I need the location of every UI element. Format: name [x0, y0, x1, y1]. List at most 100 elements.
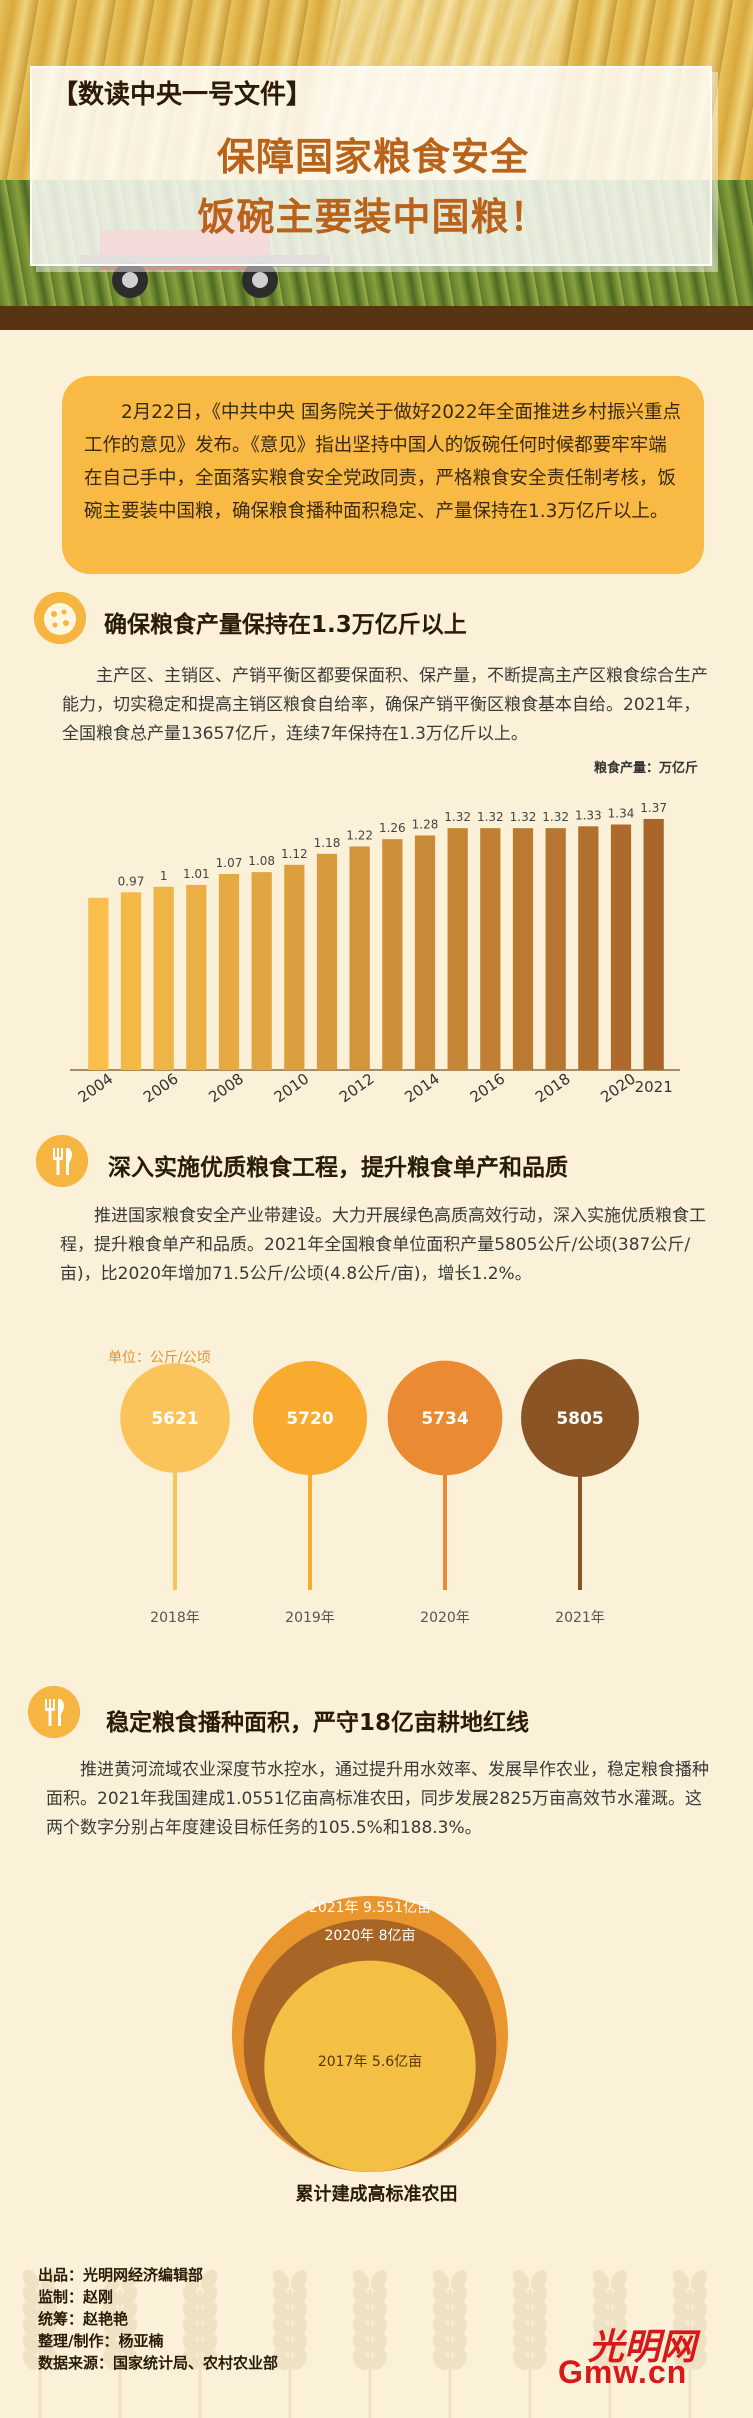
- x-tick-label: 2014: [401, 1070, 443, 1107]
- bar-value-label: 0.97: [118, 874, 145, 888]
- bar-value-label: 1.26: [379, 821, 406, 835]
- wheat-stalk: [448, 2290, 452, 2418]
- bar-value-label: 1.01: [183, 867, 210, 881]
- fork-knife-icon: [28, 1686, 80, 1738]
- fork-knife-icon: [36, 1135, 88, 1187]
- bar-2019: [578, 826, 599, 1070]
- wheat-grain: [450, 2333, 468, 2355]
- x-tick-label: 2008: [205, 1070, 247, 1107]
- wheat-grain: [182, 2317, 200, 2339]
- wheat-grain: [450, 2301, 468, 2323]
- category-label: 2020年: [420, 1610, 470, 1626]
- wheat-grain: [690, 2269, 708, 2291]
- wheat-grain: [592, 2317, 610, 2339]
- bar-2015: [447, 828, 468, 1070]
- wheat-grain: [182, 2285, 200, 2307]
- x-tick-label: 2004: [75, 1070, 117, 1107]
- credit-line: 数据来源：国家统计局、农村农业部: [38, 2354, 279, 2372]
- credit-line: 监制：赵刚: [38, 2288, 114, 2306]
- wheat-grain: [120, 2301, 138, 2323]
- dot-2021年: [521, 1359, 639, 1477]
- wheat-grain: [610, 2333, 628, 2355]
- wheat-grain: [690, 2317, 708, 2339]
- cookie-icon: [34, 592, 86, 644]
- wheat-grain: [352, 2301, 370, 2323]
- wheat-grain: [592, 2269, 610, 2291]
- x-tick-label: 2010: [271, 1070, 313, 1107]
- wheat-grain: [290, 2333, 308, 2355]
- wheat-grain: [290, 2301, 308, 2323]
- logo-text: Gmw.cn: [558, 2354, 688, 2390]
- wheat-grain: [450, 2349, 468, 2371]
- bar-2010: [284, 864, 305, 1070]
- wheat-grain: [672, 2301, 690, 2323]
- bar-2007: [186, 884, 207, 1070]
- gmw-logo[interactable]: 光明网 Gmw.cn: [518, 2318, 728, 2398]
- bar-value-label: 1.07: [216, 856, 243, 870]
- wheat-grain: [690, 2301, 708, 2323]
- wheat-grain: [592, 2349, 610, 2371]
- wheat-grain: [272, 2349, 290, 2371]
- hero-bottom-band: [0, 306, 753, 330]
- wheat-grain: [690, 2349, 708, 2371]
- wheat-stalk: [118, 2290, 122, 2418]
- wheat-grain: [290, 2269, 308, 2291]
- wheat-stalk: [288, 2290, 292, 2418]
- wheat-grain: [22, 2317, 40, 2339]
- bar-2005: [120, 892, 142, 1070]
- circle-label: 2021年 9.551亿亩: [309, 1899, 431, 1916]
- bar-value-label: 1.32: [542, 810, 569, 824]
- credit-line: 出品：光明网经济编辑部: [38, 2266, 204, 2284]
- bar-2013: [382, 839, 403, 1070]
- wheat-grain: [370, 2317, 388, 2339]
- section3-text: 推进黄河流域农业深度节水控水，通过提升用水效率、发展旱作农业，稳定粮食播种面积。…: [46, 1760, 709, 1838]
- x-tick-label: 2006: [140, 1070, 182, 1107]
- bar-2021: [643, 818, 664, 1070]
- dot-value-label: 5734: [421, 1409, 468, 1429]
- wheat-grain: [22, 2333, 40, 2355]
- bar-2012: [349, 846, 370, 1070]
- bar-2006: [153, 886, 174, 1070]
- wheat-grain: [450, 2317, 468, 2339]
- wheat-stalk: [38, 2290, 42, 2418]
- wheat-grain: [290, 2317, 308, 2339]
- title-box: 【数读中央一号文件】 保障国家粮食安全 饭碗主要装中国粮！: [30, 66, 712, 266]
- wheat-stalk: [198, 2290, 202, 2418]
- wheat-grain: [272, 2333, 290, 2355]
- section1-title: 确保粮食产量保持在1.3万亿斤以上: [104, 612, 467, 638]
- wheat-grain: [120, 2285, 138, 2307]
- bar-2004: [88, 897, 109, 1070]
- dot-value-label: 5805: [556, 1409, 603, 1429]
- bar-2008: [218, 873, 240, 1070]
- x-tick-label: 2020: [597, 1070, 639, 1107]
- bar-2009: [251, 872, 272, 1070]
- wheat-grain: [610, 2285, 628, 2307]
- wheat-grain: [672, 2269, 690, 2291]
- section2-text: 推进国家粮食安全产业带建设。大力开展绿色高质高效行动，深入实施优质粮食工程，提升…: [60, 1206, 706, 1284]
- category-label: 2018年: [150, 1610, 200, 1626]
- wheat-grain: [200, 2269, 218, 2291]
- credit-line: 统筹：赵艳艳: [38, 2310, 129, 2328]
- dot-value-label: 5720: [286, 1409, 333, 1429]
- wheat-grain: [432, 2269, 450, 2291]
- wheat-grain: [432, 2317, 450, 2339]
- wheat-grain: [182, 2269, 200, 2291]
- credit-line: 整理/制作：杨亚楠: [38, 2332, 164, 2350]
- bar-2018: [545, 828, 566, 1070]
- wheat-grain: [40, 2349, 58, 2371]
- x-tick-label: 2018: [532, 1070, 574, 1107]
- wheat-grain: [182, 2333, 200, 2355]
- wheat-grain: [120, 2269, 138, 2291]
- area-circle-2: [264, 1960, 476, 2172]
- y-axis-label: 粮食产量：万亿斤: [594, 760, 698, 776]
- bar-2020: [610, 824, 632, 1070]
- bar-value-label: 1: [160, 869, 168, 883]
- bar-value-label: 1.33: [575, 808, 602, 822]
- dot-2020年: [387, 1360, 503, 1476]
- wheat-grain: [200, 2317, 218, 2339]
- wheat-grain: [40, 2301, 58, 2323]
- wheat-grain: [672, 2285, 690, 2307]
- intro-text: 2月22日，《中共中央 国务院关于做好2022年全面推进乡村振兴重点工作的意见》…: [84, 402, 682, 522]
- bar-value-label: 1.34: [608, 806, 635, 820]
- bar-2014: [414, 835, 436, 1070]
